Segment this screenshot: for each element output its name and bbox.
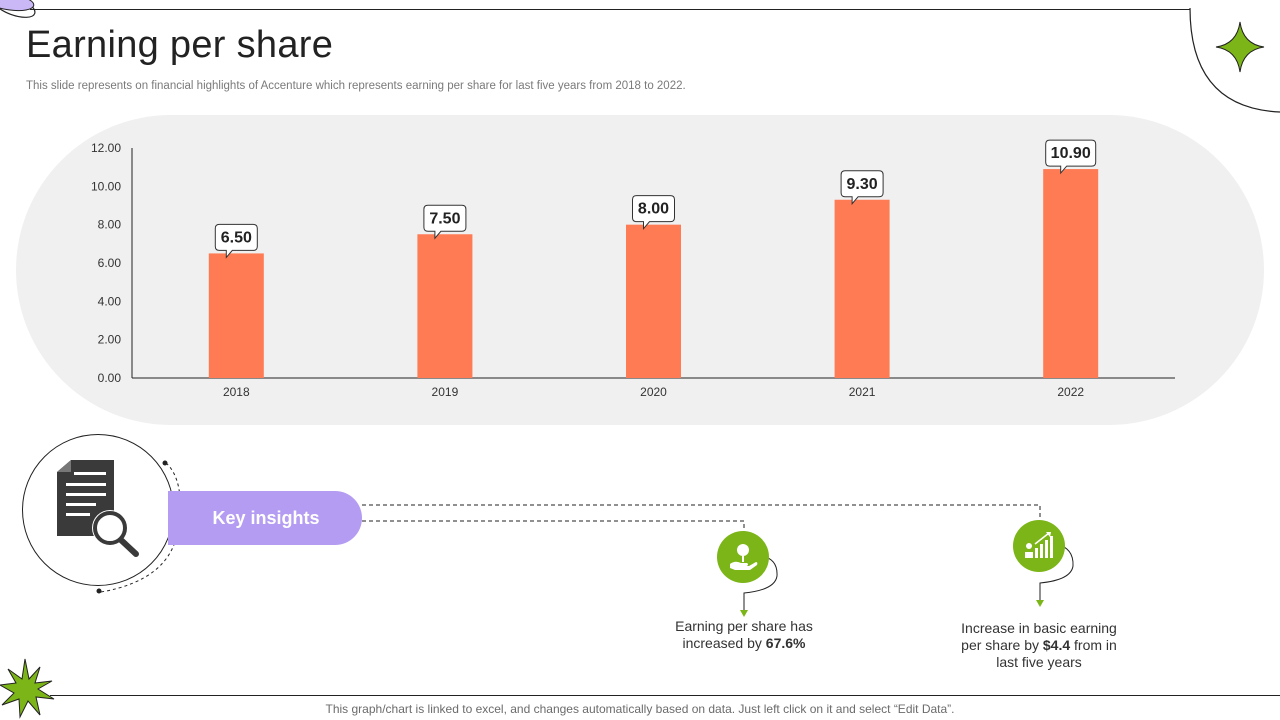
y-tick-label: 4.00 (98, 294, 122, 308)
key-insights-label: Key insights (212, 508, 320, 528)
bottom-left-star-decoration (0, 658, 55, 719)
y-tick-label: 6.00 (98, 256, 122, 270)
bottom-border-line (50, 695, 1280, 696)
page-subtitle: This slide represents on financial highl… (26, 80, 686, 92)
insight-2-icon-circle (1013, 520, 1065, 572)
y-tick-label: 12.00 (91, 141, 121, 155)
insight-2-line-2: per share by $4.4 from in (961, 637, 1117, 653)
insight-2-line-3: last five years (996, 654, 1082, 670)
insight-2-line-1: Increase in basic earning (961, 620, 1117, 636)
bar-2020 (626, 224, 681, 378)
footer-note: This graph/chart is linked to excel, and… (325, 702, 955, 716)
insight-1-text: Earning per share has increased by 67.6% (634, 618, 854, 652)
data-label-callout (214, 223, 258, 259)
data-label-callout (840, 170, 884, 206)
insight-2-text: Increase in basic earning per share by $… (929, 620, 1149, 671)
y-tick-label: 2.00 (98, 333, 122, 347)
bar-2022 (1043, 169, 1099, 378)
x-tick-label: 2020 (640, 385, 667, 399)
data-label: 9.30 (847, 176, 878, 193)
data-label: 6.50 (221, 229, 252, 246)
bar-2019 (417, 234, 473, 378)
data-label-callout (1045, 139, 1097, 175)
insight-1-line-2: increased by 67.6% (682, 635, 806, 651)
y-tick-label: 10.00 (91, 179, 121, 193)
data-label: 10.90 (1051, 145, 1091, 162)
data-label: 7.50 (429, 210, 460, 227)
eps-bar-chart[interactable]: 0.00 2.00 4.00 6.00 8.00 10.00 12.00 2018 6.50 20… (0, 0, 1280, 440)
y-tick-label: 8.00 (98, 218, 122, 232)
y-tick-label: 0.00 (98, 371, 122, 385)
x-tick-label: 2018 (223, 385, 250, 399)
page-title: Earning per share (26, 24, 334, 66)
data-label-callout (632, 195, 675, 231)
document-search-icon (57, 460, 139, 557)
x-tick-label: 2019 (432, 385, 459, 399)
top-border-line (30, 9, 1190, 10)
insight-1-line-1: Earning per share has (675, 618, 813, 634)
bar-2021 (834, 199, 890, 378)
x-tick-label: 2022 (1057, 385, 1084, 399)
data-label-callout (423, 204, 467, 240)
top-right-corner-decoration (1189, 7, 1280, 113)
insights-connector-lines (96, 460, 1074, 617)
top-left-petal-decoration (0, 0, 36, 18)
bar-2018 (208, 253, 264, 378)
data-label: 8.00 (638, 201, 669, 218)
hand-plant-icon (730, 544, 758, 570)
x-tick-label: 2021 (849, 385, 876, 399)
bar-chart-growth-icon (1025, 532, 1053, 558)
key-insights-pill (168, 491, 362, 545)
